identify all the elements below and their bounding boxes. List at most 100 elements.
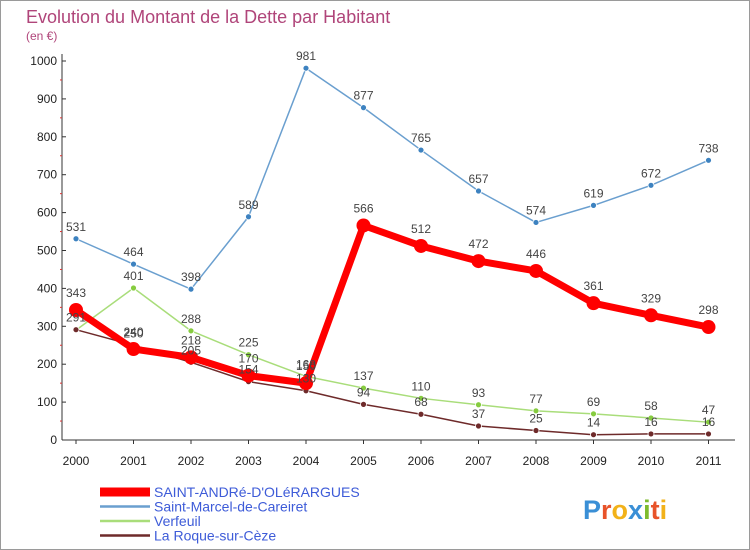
data-point bbox=[475, 422, 482, 430]
data-label: 401 bbox=[123, 269, 143, 283]
proxiti-logo: Proxiti bbox=[583, 495, 667, 525]
data-point bbox=[475, 401, 482, 409]
data-label: 446 bbox=[526, 247, 546, 261]
series-line bbox=[75, 67, 710, 290]
legend-item: SAINT-ANDRé-D'OLéRARGUES bbox=[100, 484, 360, 500]
data-label: 218 bbox=[181, 333, 201, 347]
series-3 bbox=[69, 218, 716, 391]
data-label: 93 bbox=[472, 386, 486, 400]
data-label: 94 bbox=[357, 385, 371, 399]
data-point bbox=[414, 238, 428, 253]
y-tick-label: 600 bbox=[37, 206, 57, 220]
data-label: 574 bbox=[526, 203, 546, 217]
data-label: 464 bbox=[123, 245, 143, 259]
axes: 0 100 200 300 400 500 600 700 800 900 1000 2000 2001… bbox=[30, 54, 735, 468]
data-label: 225 bbox=[238, 336, 258, 350]
data-point bbox=[130, 260, 137, 268]
data-point bbox=[360, 400, 367, 408]
series-0 bbox=[72, 64, 712, 293]
data-label: 47 bbox=[702, 403, 716, 417]
y-tick-label: 100 bbox=[37, 395, 57, 409]
data-point bbox=[705, 156, 712, 164]
data-point bbox=[356, 218, 371, 233]
legend-label: Verfeuil bbox=[154, 513, 201, 529]
y-tick-label: 200 bbox=[37, 357, 57, 371]
series-line bbox=[75, 328, 710, 436]
y-tick-label: 800 bbox=[37, 130, 57, 144]
data-point bbox=[590, 431, 597, 439]
y-tick-label: 300 bbox=[37, 319, 57, 333]
data-point bbox=[360, 104, 367, 112]
data-label: 170 bbox=[238, 352, 258, 366]
data-label: 877 bbox=[353, 89, 373, 103]
x-tick-label: 2002 bbox=[178, 454, 205, 468]
data-point bbox=[590, 201, 597, 209]
logo-letter: t bbox=[651, 495, 660, 525]
data-point bbox=[529, 263, 543, 278]
data-label: 566 bbox=[353, 201, 373, 215]
data-point bbox=[647, 414, 655, 422]
data-point bbox=[302, 64, 310, 72]
data-label: 291 bbox=[66, 311, 86, 325]
data-label: 14 bbox=[587, 416, 601, 430]
series-line bbox=[72, 221, 712, 387]
x-tick-label: 2007 bbox=[465, 454, 492, 468]
data-point bbox=[701, 320, 716, 335]
x-tick-label: 2008 bbox=[523, 454, 550, 468]
legend: SAINT-ANDRé-D'OLéRARGUESSaint-Marcel-de-… bbox=[100, 484, 360, 544]
y-tick-label: 400 bbox=[37, 281, 57, 295]
legend-label: SAINT-ANDRé-D'OLéRARGUES bbox=[154, 484, 360, 500]
legend-item: Saint-Marcel-de-Careiret bbox=[100, 499, 307, 515]
data-point bbox=[417, 146, 425, 154]
data-point bbox=[471, 254, 486, 269]
data-label: 329 bbox=[641, 291, 661, 305]
data-point bbox=[644, 308, 658, 323]
data-point bbox=[245, 351, 252, 359]
data-point bbox=[299, 376, 313, 391]
data-label: 154 bbox=[238, 363, 258, 377]
chart-subtitle: (en €) bbox=[26, 29, 57, 43]
y-tick-label: 700 bbox=[37, 168, 57, 182]
data-label: 68 bbox=[414, 395, 428, 409]
logo-letter: x bbox=[628, 495, 643, 525]
data-point bbox=[417, 410, 425, 418]
data-point bbox=[417, 394, 425, 402]
data-label: 77 bbox=[529, 392, 543, 406]
data-point bbox=[241, 368, 256, 383]
data-point bbox=[187, 285, 195, 293]
data-label: 205 bbox=[181, 343, 201, 357]
data-point bbox=[705, 418, 712, 426]
x-tick-label: 2011 bbox=[696, 454, 722, 468]
y-tick-label: 500 bbox=[37, 244, 57, 258]
y-tick-label: 0 bbox=[50, 433, 57, 447]
data-label: 69 bbox=[587, 395, 601, 409]
data-point bbox=[72, 326, 80, 334]
data-point bbox=[184, 350, 198, 365]
logo-letter: r bbox=[601, 495, 612, 525]
data-point bbox=[647, 181, 655, 189]
logo-letter: o bbox=[612, 495, 629, 525]
data-point bbox=[532, 219, 540, 226]
x-tick-label: 2001 bbox=[120, 454, 147, 468]
data-point bbox=[187, 327, 195, 335]
x-tick-label: 2009 bbox=[580, 454, 607, 468]
legend-label: La Roque-sur-Cèze bbox=[154, 528, 276, 544]
data-label: 150 bbox=[296, 359, 316, 373]
data-label: 512 bbox=[411, 222, 431, 236]
data-label: 589 bbox=[238, 198, 258, 212]
data-point bbox=[647, 430, 655, 438]
data-point bbox=[130, 284, 137, 292]
data-label: 738 bbox=[698, 141, 718, 155]
data-label: 981 bbox=[296, 49, 316, 63]
series-line bbox=[75, 287, 710, 423]
logo-letter: P bbox=[583, 495, 601, 525]
x-tick-label: 2000 bbox=[63, 454, 90, 468]
data-label: 168 bbox=[296, 357, 316, 371]
data-label: 110 bbox=[411, 379, 430, 393]
series-layer bbox=[69, 64, 716, 439]
data-label: 657 bbox=[468, 172, 488, 186]
data-point bbox=[126, 342, 141, 357]
data-point bbox=[532, 427, 540, 434]
data-labels: 531 464 398 589 981 877 765 657 574 619 672 738 401 2… bbox=[66, 49, 719, 429]
